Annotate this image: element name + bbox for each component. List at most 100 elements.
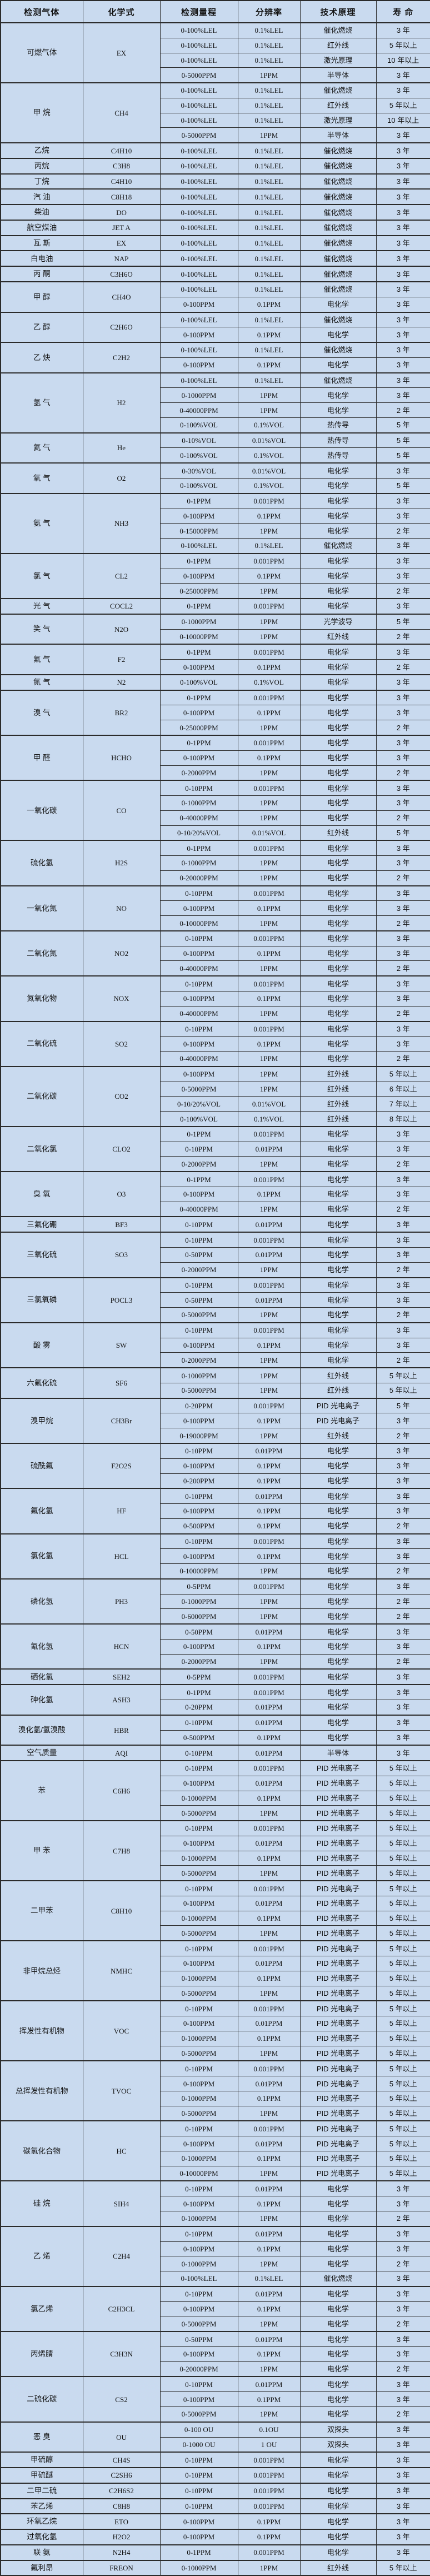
lifespan-cell: 5 年以上: [376, 1895, 430, 1911]
range-cell: 0-10/20%VOL: [159, 1096, 238, 1112]
resolution-cell: 0.001PPM: [237, 598, 301, 615]
principle-cell: 电化学: [299, 870, 377, 886]
lifespan-cell: 3 年: [376, 266, 430, 282]
resolution-cell: 0.1PPM: [237, 508, 301, 524]
range-cell: 0-100%LEL: [159, 219, 238, 236]
table-header-row: 检测气体 化学式 检测量程 分辨率 技术原理寿 命: [0, 0, 430, 23]
range-cell: 0-100PPM: [159, 2136, 238, 2151]
formula-cell: C8H8: [82, 2498, 161, 2514]
formula-cell: CS2: [82, 2376, 161, 2423]
table-row: 0-19000PPM 1PPM 红外线 2 年: [1, 1428, 430, 1444]
lifespan-cell: 2 年: [376, 1201, 430, 1217]
principle-cell: 电化学: [299, 1156, 377, 1172]
gas-name-cell: 六氟化硫: [0, 1367, 83, 1399]
resolution-cell: 1PPM: [237, 2105, 301, 2121]
lifespan-cell: 3 年: [376, 1684, 430, 1700]
table-row: 0-2000PPM 1PPM 电化学 2 年: [1, 765, 430, 781]
resolution-cell: 0.1PPM: [237, 1730, 301, 1746]
range-cell: 0-5000PPM: [159, 1307, 238, 1323]
range-cell: 0-40000PPM: [159, 402, 238, 418]
principle-cell: 电化学: [299, 1171, 377, 1187]
range-cell: 0-10PPM: [159, 1141, 238, 1157]
lifespan-cell: 3 年: [376, 1232, 430, 1248]
lifespan-cell: 3 年: [376, 1668, 430, 1685]
resolution-cell: 0.1%LEL: [237, 342, 301, 358]
lifespan-cell: 5 年: [376, 613, 430, 630]
principle-cell: 红外线: [299, 2559, 377, 2576]
principle-cell: PID 光电离子: [299, 1850, 377, 1866]
resolution-cell: 1PPM: [237, 1156, 301, 1172]
table-row: 丙烷 C3H8 0-100%LEL 0.1%LEL 催化燃烧 3 年: [0, 157, 430, 175]
lifespan-cell: 3 年: [376, 281, 430, 297]
formula-cell: O2: [82, 462, 161, 494]
formula-cell: SF6: [82, 1367, 161, 1399]
lifespan-cell: 2 年: [376, 765, 430, 781]
formula-cell: JET A: [82, 219, 161, 236]
formula-cell: SEH2: [82, 1668, 161, 1685]
table-row: 氨 气 NH3 0-1PPM 0.001PPM 电化学 3 年: [0, 492, 430, 554]
principle-cell: PID 光电离子: [299, 1413, 377, 1429]
resolution-cell: 1PPM: [237, 2316, 301, 2332]
principle-cell: 红外线: [299, 1096, 377, 1112]
principle-cell: PID 光电离子: [299, 1397, 377, 1414]
range-cell: 0-5PPM: [159, 1668, 238, 1685]
principle-cell: 电化学: [299, 598, 377, 615]
resolution-cell: 1PPM: [237, 1985, 301, 2001]
range-cell: 0-100PPM: [159, 2016, 238, 2031]
principle-cell: PID 光电离子: [299, 1925, 377, 1941]
table-row: 0-100%LEL 0.1%LEL 激光原理 10 年以上: [1, 52, 430, 68]
resolution-cell: 0.01PPM: [237, 1835, 301, 1851]
table-row: 航空煤油 JET A 0-100%LEL 0.1%LEL 催化燃烧 3 年: [0, 219, 430, 236]
formula-cell: EX: [82, 22, 161, 83]
resolution-cell: 1PPM: [237, 1051, 301, 1067]
lifespan-cell: 3 年: [376, 327, 430, 343]
gas-name-cell: 硅 烷: [0, 2180, 83, 2227]
range-cell: 0-1PPM: [159, 2544, 238, 2561]
principle-cell: PID 光电离子: [299, 2076, 377, 2091]
gas-name-cell: 硫化氢: [0, 840, 83, 886]
principle-cell: 电化学: [299, 1578, 377, 1595]
resolution-cell: 1PPM: [237, 1563, 301, 1580]
lifespan-cell: 5 年以上: [376, 2030, 430, 2046]
lifespan-cell: 2 年: [376, 1307, 430, 1323]
range-cell: 0-10PPM: [159, 2452, 238, 2468]
lifespan-cell: 5 年以上: [376, 97, 430, 113]
table-row: 0-100PPM 0.1PPM 电化学 3 年: [1, 327, 430, 343]
lifespan-cell: 2 年: [376, 523, 430, 539]
gas-name-cell: 过氧化氢: [0, 2529, 83, 2545]
table-row: 甲 醇 CH4O 0-100%LEL 0.1%LEL 催化燃烧 3 年: [0, 281, 430, 313]
table-row: 0-100PPM 0.1PPM 电化学 3 年: [1, 1186, 430, 1202]
gas-name-cell: 氮氧化物: [0, 975, 83, 1022]
principle-cell: 双探头: [299, 2437, 377, 2453]
lifespan-cell: 2 年: [376, 915, 430, 931]
range-cell: 0-10PPM: [159, 2120, 238, 2137]
lifespan-cell: 5 年以上: [376, 1956, 430, 1971]
resolution-cell: 0.01PPM: [237, 1623, 301, 1640]
range-cell: 0-100%VOL: [159, 1111, 238, 1127]
gas-name-cell: 乙 烯: [0, 2225, 83, 2287]
table-row: 0-100PPM 0.1PPM 电化学 3 年: [1, 1503, 430, 1519]
formula-cell: DO: [82, 204, 161, 221]
table-row: 0-5000PPM 1PPM 半导体 3 年: [1, 67, 430, 83]
resolution-cell: 0.1%LEL: [237, 82, 301, 98]
principle-cell: 红外线: [299, 1111, 377, 1127]
range-cell: 0-19000PPM: [159, 1428, 238, 1444]
principle-cell: 电化学: [299, 2482, 377, 2499]
range-cell: 0-100PPM: [159, 1895, 238, 1911]
formula-cell: C8H18: [82, 188, 161, 205]
lifespan-cell: 3 年: [376, 508, 430, 524]
lifespan-cell: 3 年: [376, 2285, 430, 2302]
range-cell: 0-100%LEL: [159, 97, 238, 113]
resolution-cell: 1PPM: [237, 915, 301, 931]
resolution-cell: 1PPM: [237, 1201, 301, 1217]
lifespan-cell: 3 年: [376, 795, 430, 811]
lifespan-cell: 3 年: [376, 538, 430, 554]
table-row: 氯 气 CL2 0-1PPM 0.001PPM 电化学 3 年: [0, 552, 430, 599]
range-cell: 0-1PPM: [159, 492, 238, 509]
resolution-cell: 1PPM: [237, 855, 301, 871]
principle-cell: PID 光电离子: [299, 1880, 377, 1896]
table-row: 0-10000PPM 1PPM 电化学 2 年: [1, 1563, 430, 1580]
principle-cell: 电化学: [299, 1036, 377, 1052]
range-cell: 0-100%LEL: [159, 250, 238, 267]
range-cell: 0-10PPM: [159, 885, 238, 901]
